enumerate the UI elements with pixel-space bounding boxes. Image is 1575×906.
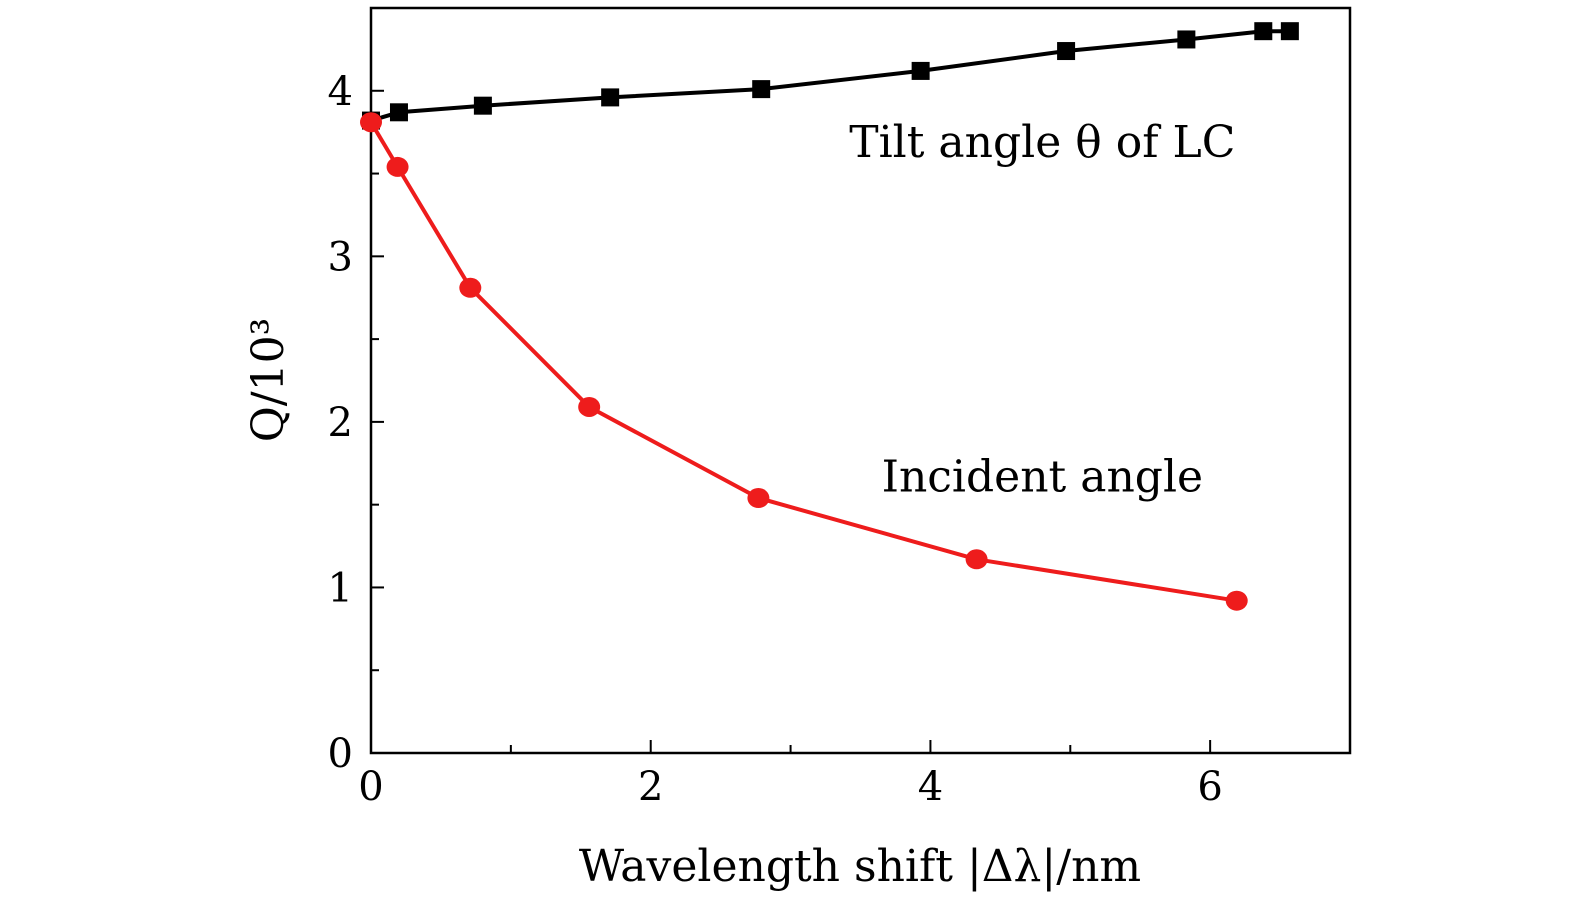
data-series xyxy=(360,22,1299,611)
data-point-circle xyxy=(386,156,409,177)
annotation-label: Tilt angle θ of LC xyxy=(849,117,1235,168)
series-2 xyxy=(360,112,1248,611)
data-point-circle xyxy=(747,488,770,509)
axis-tick-labels: 0 2 4 6 0 1 2 3 4 xyxy=(328,69,1223,810)
series-line xyxy=(370,29,1290,123)
data-point-square xyxy=(1177,30,1196,49)
x-tick-label: 0 xyxy=(358,764,383,810)
y-tick-label: 0 xyxy=(328,731,353,777)
data-point-circle xyxy=(1225,590,1248,611)
annotations: Tilt angle θ of LC Incident angle xyxy=(849,117,1235,502)
x-tick-label: 6 xyxy=(1197,764,1222,810)
data-point-circle xyxy=(459,277,482,298)
data-point-square xyxy=(1254,22,1273,41)
data-point-circle xyxy=(965,549,988,570)
y-tick-label: 4 xyxy=(328,69,353,115)
plot-frame xyxy=(369,6,1352,755)
axis-ticks xyxy=(370,7,1351,754)
y-tick-label: 2 xyxy=(328,400,353,446)
data-point-circle xyxy=(360,112,382,133)
x-axis-title: Wavelength shift |Δλ|/nm xyxy=(579,841,1141,892)
data-point-square xyxy=(1280,22,1299,41)
series-1 xyxy=(362,22,1299,130)
data-point-circle xyxy=(578,396,601,417)
y-tick-label: 1 xyxy=(328,565,353,611)
y-axis-title: Q/10³ xyxy=(243,318,294,443)
y-tick-label: 3 xyxy=(328,234,353,280)
data-point-square xyxy=(389,103,408,122)
data-point-square xyxy=(473,96,492,115)
annotation-label: Incident angle xyxy=(882,451,1204,502)
x-tick-label: 4 xyxy=(918,764,943,810)
data-point-square xyxy=(601,88,620,107)
data-point-square xyxy=(911,61,930,80)
x-tick-label: 2 xyxy=(638,764,663,810)
series-line xyxy=(369,121,1238,603)
data-point-square xyxy=(752,80,771,99)
data-point-square xyxy=(1057,42,1076,61)
